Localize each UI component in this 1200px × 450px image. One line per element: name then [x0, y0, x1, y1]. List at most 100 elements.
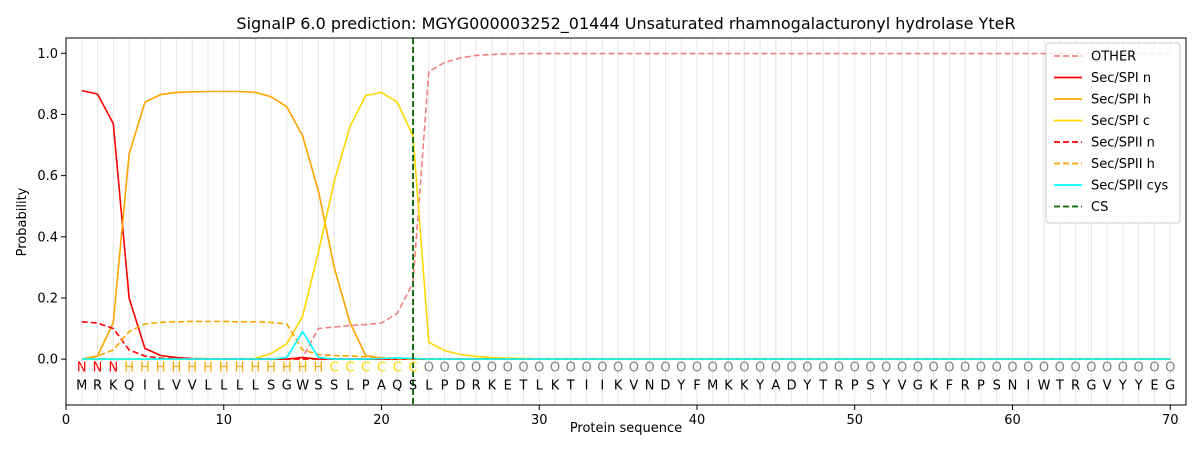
region-label: O [739, 360, 749, 375]
amino-acid-label: Y [802, 379, 811, 394]
region-label: O [534, 360, 544, 375]
region-label: O [850, 360, 860, 375]
amino-acid-label: K [929, 379, 938, 394]
y-tick-label: 0.2 [37, 291, 58, 306]
amino-acid-label: L [252, 379, 260, 394]
region-label: O [787, 360, 797, 375]
region-label: O [834, 360, 844, 375]
amino-acid-label: I [143, 379, 147, 394]
amino-acid-label: P [441, 379, 449, 394]
region-label: O [818, 360, 828, 375]
amino-acid-label: R [834, 379, 843, 394]
region-label: H [314, 360, 324, 375]
legend-label: CS [1091, 200, 1108, 215]
series-sec-spii-n-dashed [81, 321, 1171, 360]
amino-acid-label: G [1086, 379, 1096, 394]
y-axis: 0.0 0.2 0.4 0.6 0.8 1.0 [37, 47, 66, 368]
y-axis-label: Probability [15, 187, 30, 256]
amino-acid-label: K [724, 379, 733, 394]
amino-acid-label: D [660, 379, 670, 394]
series-sec-spi-h [81, 90, 1171, 360]
region-label: H [250, 360, 260, 375]
amino-acid-label: F [946, 379, 953, 394]
amino-acid-label: A [771, 379, 780, 394]
y-tick-label: 0.0 [37, 353, 58, 368]
amino-acid-label: L [236, 379, 244, 394]
amino-acid-label: S [330, 379, 338, 394]
region-label: O [913, 360, 923, 375]
region-label: O [755, 360, 765, 375]
amino-acid-label: Q [124, 379, 134, 394]
amino-acid-label: S [314, 379, 322, 394]
amino-acid-label: A [377, 379, 386, 394]
region-label: O [1086, 360, 1096, 375]
region-label: O [518, 360, 528, 375]
amino-acid-label: P [851, 379, 859, 394]
region-label: C [393, 360, 402, 375]
region-label: O [487, 360, 497, 375]
amino-acid-label: Q [392, 379, 402, 394]
region-label: O [723, 360, 733, 375]
amino-acid-label: L [204, 379, 212, 394]
amino-acid-label: R [1071, 379, 1080, 394]
region-label: O [1007, 360, 1017, 375]
amino-acid-label: L [157, 379, 165, 394]
amino-acid-label: R [93, 379, 102, 394]
region-label: O [613, 360, 623, 375]
region-label: O [944, 360, 954, 375]
amino-acid-label: S [993, 379, 1001, 394]
plot-frame [65, 37, 1187, 406]
y-tick-label: 1.0 [37, 47, 58, 62]
amino-acid-label: W [296, 379, 309, 394]
chart-title: SignalP 6.0 prediction: MGYG000003252_01… [236, 14, 1015, 34]
amino-acid-label: T [818, 379, 827, 394]
amino-acid-label: I [585, 379, 589, 394]
region-label: H [172, 360, 182, 375]
legend-label: Sec/SPII cys [1091, 179, 1169, 194]
amino-acid-label: K [109, 379, 118, 394]
amino-acid-label: Y [881, 379, 890, 394]
region-label: O [992, 360, 1002, 375]
region-label: C [345, 360, 354, 375]
series-other-dashed [81, 52, 1171, 360]
region-label: H [282, 360, 292, 375]
amino-acid-label: V [629, 379, 638, 394]
amino-acid-label: V [188, 379, 197, 394]
amino-acid-label: Y [676, 379, 685, 394]
amino-acid-label: K [488, 379, 497, 394]
amino-acid-label: D [787, 379, 797, 394]
x-axis: 0 10 20 30 40 50 60 70 [62, 405, 1178, 428]
grid-lines [81, 38, 1171, 405]
region-label: O [597, 360, 607, 375]
x-tick-label: 30 [531, 413, 548, 428]
amino-acid-label: M [707, 379, 718, 394]
series-sec-spii-cys [81, 330, 1171, 360]
region-label: O [881, 360, 891, 375]
amino-acid-label: G [1165, 379, 1175, 394]
region-label: O [503, 360, 513, 375]
region-label: N [77, 360, 87, 375]
legend-label: Sec/SPII n [1091, 136, 1155, 151]
amino-acid-label: L [425, 379, 433, 394]
amino-acid-label: P [362, 379, 370, 394]
region-label: O [471, 360, 481, 375]
region-label: H [124, 360, 134, 375]
legend-label: OTHER [1091, 50, 1136, 65]
region-label: H [187, 360, 197, 375]
amino-acid-label: N [1008, 379, 1018, 394]
region-label: O [928, 360, 938, 375]
region-label: C [377, 360, 386, 375]
amino-acid-label: D [455, 379, 465, 394]
series-sec-spi-c [81, 91, 1171, 360]
x-tick-label: 10 [215, 413, 232, 428]
region-label: O [424, 360, 434, 375]
series-sec-spi-n [81, 89, 1171, 360]
region-label: O [629, 360, 639, 375]
amino-acid-label: F [693, 379, 700, 394]
x-tick-label: 0 [62, 413, 70, 428]
region-label: O [676, 360, 686, 375]
region-label: H [235, 360, 245, 375]
amino-acid-label: K [614, 379, 623, 394]
amino-acid-label: K [740, 379, 749, 394]
